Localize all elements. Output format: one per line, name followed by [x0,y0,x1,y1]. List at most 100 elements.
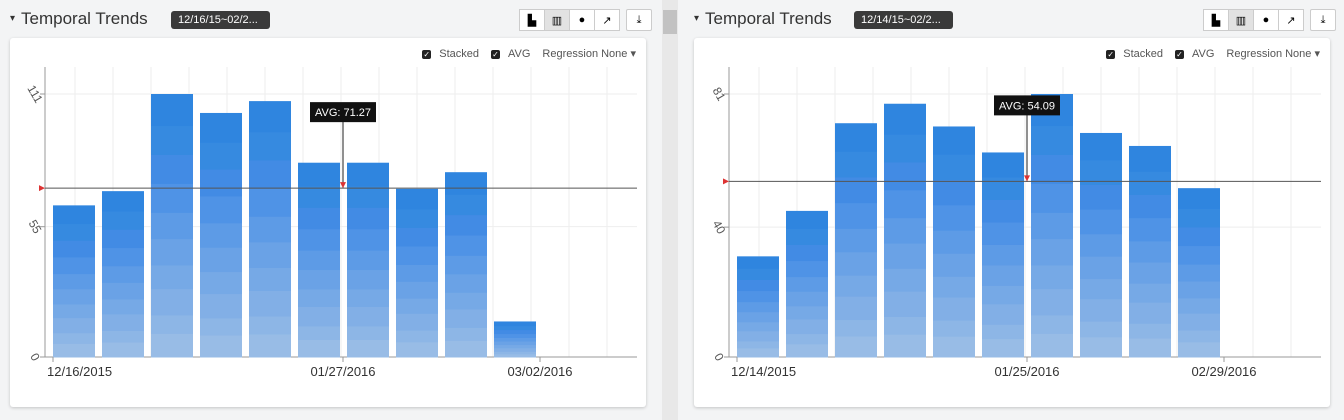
widget-title[interactable]: ▾ Temporal Trends [694,9,832,28]
scrollbar-thumb[interactable] [663,10,677,34]
bar-segment [933,276,975,298]
bar[interactable] [933,126,975,358]
bar-segment [396,227,438,247]
bar-segment [884,161,926,191]
bar-segment [53,223,95,241]
bar-segment [494,347,536,352]
bar[interactable] [396,188,438,358]
bar-chart-icon: ▥ [1235,14,1247,27]
bar[interactable] [347,162,389,358]
bar-segment [298,339,340,358]
bar-segment [1080,278,1122,300]
bar-segment [494,337,536,342]
bar-segment [494,353,536,358]
bar-segment [347,288,389,307]
bar-chart-button[interactable]: ▥ [544,9,570,31]
bar-segment [347,325,389,341]
stacked-checkbox[interactable]: ✓ Stacked [1106,47,1163,60]
bar-segment [347,269,389,290]
bar[interactable] [1080,132,1122,358]
bar-chart-button[interactable]: ▥ [1228,9,1254,31]
bar[interactable] [982,152,1024,358]
bar[interactable] [445,172,487,358]
scrollbar[interactable] [662,0,678,420]
temporal-trends-widget: ▾ Temporal Trends 12/16/15~02/2... ▙ ▥ ● ↗ ⤓… [0,0,660,420]
bar[interactable] [737,256,779,358]
collapse-caret-icon[interactable]: ▾ [694,13,700,24]
bar-segment [298,325,340,341]
bar-segment [200,335,242,358]
bar-segment [298,306,340,327]
bar-segment [396,188,438,210]
bar[interactable] [1178,188,1220,358]
download-button[interactable]: ⤓ [1310,9,1336,31]
bar[interactable] [151,94,193,358]
bar-segment [102,211,144,230]
bar[interactable] [786,210,828,358]
bar-segment [982,221,1024,245]
bar-segment [1129,145,1171,172]
bar-segment [396,313,438,331]
bar-segment [200,195,242,224]
stacked-checkbox[interactable]: ✓ Stacked [422,47,479,60]
bar-segment [737,321,779,332]
bar-segment [347,306,389,327]
bar-segment [786,244,828,262]
bar-segment [151,94,193,127]
widget-title[interactable]: ▾ Temporal Trends [10,9,148,28]
y-tick-label: 81 [710,85,729,104]
bar-segment [933,154,975,180]
regression-dropdown[interactable]: Regression None ▾ [1226,48,1320,60]
bar-segment [786,291,828,307]
regression-dropdown[interactable]: Regression None ▾ [542,48,636,60]
bar-segment [1178,208,1220,228]
bar-segment [835,228,877,253]
bar[interactable] [835,123,877,358]
bar-segment [445,172,487,195]
bar[interactable] [53,205,95,358]
bar-segment [200,247,242,273]
bar-segment [445,273,487,293]
bar-segment [200,169,242,197]
bar[interactable] [102,191,144,358]
area-chart-button[interactable]: ▙ [519,9,545,31]
bar[interactable] [298,162,340,358]
bar-segment [1031,238,1073,266]
bar-segment [786,276,828,292]
dot-chart-button[interactable]: ● [1253,9,1279,31]
bar-segment [494,351,536,355]
bar[interactable] [1031,94,1073,358]
x-tick-label: 12/16/2015 [47,364,112,379]
bar-segment [396,245,438,265]
bar[interactable] [1129,145,1171,358]
avg-checkbox[interactable]: ✓ AVG [1175,47,1215,60]
bar[interactable] [494,321,536,358]
dot-chart-icon: ● [1262,14,1270,26]
dot-chart-button[interactable]: ● [569,9,595,31]
bar-segment [884,334,926,358]
bar-segment [249,216,291,243]
bar-segment [933,320,975,337]
date-range-badge[interactable]: 12/16/15~02/2... [171,11,270,29]
bar[interactable] [884,103,926,358]
bar-segment [151,212,193,240]
bar-segment [102,229,144,249]
bar-segment [1080,233,1122,257]
bar-segment [396,330,438,343]
collapse-caret-icon[interactable]: ▾ [10,13,16,24]
chart-panel: ✓ Stacked ✓ AVG Regression None ▾ 0 55 111 12… [10,38,646,407]
bar-segment [396,341,438,358]
date-range-badge[interactable]: 12/14/15~02/2... [854,11,953,29]
bar-segment [835,296,877,321]
area-chart-icon: ▙ [527,14,537,27]
line-chart-button[interactable]: ↗ [1278,9,1304,31]
bar[interactable] [200,112,242,358]
bar[interactable] [249,101,291,358]
line-chart-button[interactable]: ↗ [594,9,620,31]
checkbox-checked-icon: ✓ [1175,49,1184,59]
avg-checkbox[interactable]: ✓ AVG [491,47,531,60]
area-chart-button[interactable]: ▙ [1203,9,1229,31]
bar-segment [1031,125,1073,155]
bar-segment [151,238,193,266]
download-button[interactable]: ⤓ [626,9,652,31]
